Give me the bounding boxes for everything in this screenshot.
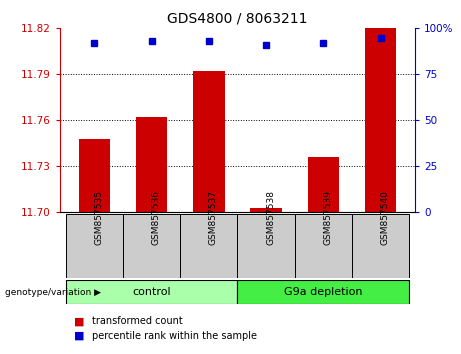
Title: GDS4800 / 8063211: GDS4800 / 8063211: [167, 12, 307, 26]
Text: GSM857540: GSM857540: [380, 190, 390, 245]
Text: percentile rank within the sample: percentile rank within the sample: [92, 331, 257, 341]
Bar: [193, 71, 225, 212]
Bar: [365, 28, 396, 212]
Bar: [307, 157, 339, 212]
Bar: [295, 214, 352, 278]
Bar: [123, 214, 180, 278]
Bar: [237, 214, 295, 278]
Text: transformed count: transformed count: [92, 316, 183, 326]
Text: ■: ■: [74, 316, 84, 326]
Text: genotype/variation ▶: genotype/variation ▶: [5, 287, 100, 297]
Text: GSM857536: GSM857536: [152, 190, 160, 245]
Bar: [180, 214, 237, 278]
Bar: [136, 117, 167, 212]
Text: GSM857538: GSM857538: [266, 190, 275, 245]
Text: G9a depletion: G9a depletion: [284, 287, 362, 297]
Bar: [65, 280, 237, 304]
Bar: [65, 214, 123, 278]
Bar: [78, 139, 110, 212]
Text: ■: ■: [74, 331, 84, 341]
Text: GSM857539: GSM857539: [323, 190, 332, 245]
Bar: [352, 214, 409, 278]
Bar: [250, 208, 282, 212]
Text: GSM857537: GSM857537: [209, 190, 218, 245]
Bar: [237, 280, 409, 304]
Text: GSM857535: GSM857535: [95, 190, 103, 245]
Text: control: control: [132, 287, 171, 297]
